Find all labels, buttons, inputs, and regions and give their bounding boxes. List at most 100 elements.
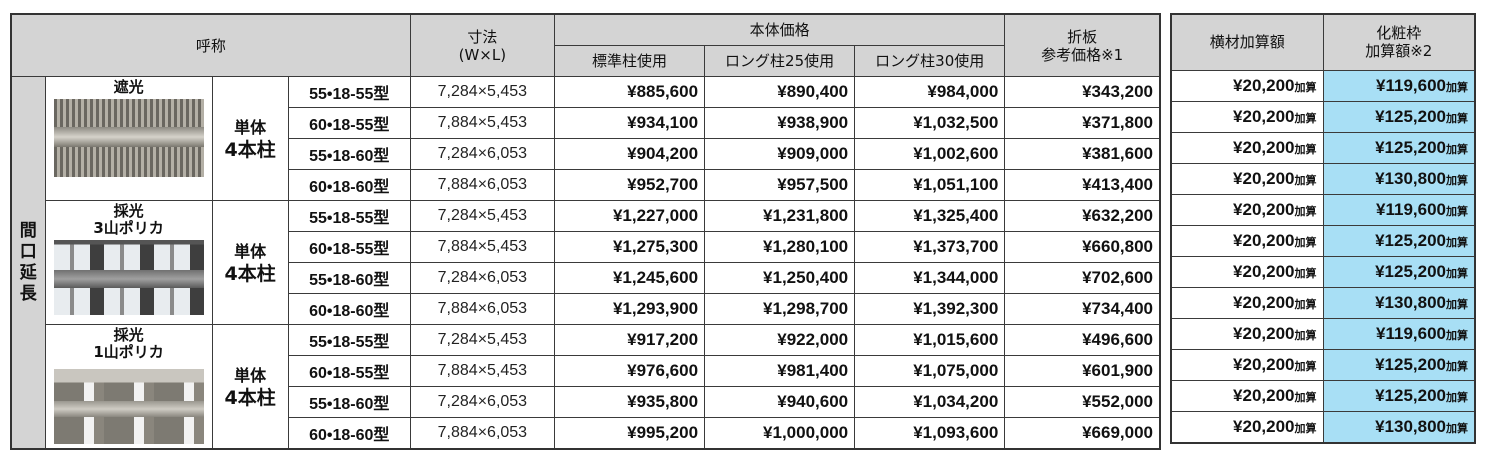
long25-price-cell: ¥1,298,700 bbox=[704, 293, 856, 325]
std-price-cell: ¥935,800 bbox=[553, 386, 706, 418]
model-cell: 55•18-60型 bbox=[287, 138, 411, 170]
kesho-cell: ¥130,800加算 bbox=[1322, 286, 1476, 319]
size-cell: 7,284×5,453 bbox=[409, 76, 555, 108]
model-cell: 55•18-60型 bbox=[287, 262, 411, 294]
product-name-cell: 採光 3山ポリカ bbox=[44, 200, 213, 325]
kesho-value: ¥125,200 bbox=[1375, 354, 1446, 374]
kesho-cell: ¥125,200加算 bbox=[1322, 100, 1476, 133]
type-line2: 4本柱 bbox=[224, 262, 276, 285]
orita-price-cell: ¥632,200 bbox=[1004, 200, 1161, 232]
orita-price-cell: ¥552,000 bbox=[1004, 386, 1161, 418]
kesho-value: ¥125,200 bbox=[1375, 230, 1446, 250]
type-line1: 単体 bbox=[234, 117, 267, 137]
long25-price-cell: ¥1,280,100 bbox=[704, 231, 856, 263]
side-label: 間口延長 bbox=[10, 76, 46, 450]
table-row: 間口延長 遮光 単体 4本柱 55•18-55型 7,284×5,453 ¥885,600 ¥… bbox=[10, 76, 1161, 450]
addon-row: ¥20,200加算 ¥130,800加算 bbox=[1170, 286, 1476, 319]
yokozai-value: ¥20,200 bbox=[1233, 137, 1295, 157]
kesho-value: ¥119,600 bbox=[1376, 75, 1446, 95]
orita-price-cell: ¥371,800 bbox=[1004, 107, 1161, 139]
add-suffix: 加算 bbox=[1446, 329, 1468, 342]
size-cell: 7,884×6,053 bbox=[409, 169, 555, 201]
long30-price-cell: ¥1,093,600 bbox=[854, 417, 1006, 450]
add-suffix: 加算 bbox=[1294, 298, 1317, 311]
yokozai-value: ¥20,200 bbox=[1233, 106, 1295, 126]
yokozai-value: ¥20,200 bbox=[1233, 75, 1295, 95]
table-row: 60•18-55型 7,884×5,453 ¥1,275,300 ¥1,280,100… bbox=[11, 231, 1161, 263]
table-row: 60•18-60型 7,884×6,053 ¥995,200 ¥1,000,000 ¥1… bbox=[11, 417, 1161, 450]
yokozai-cell: ¥20,200加算 bbox=[1170, 100, 1324, 133]
table-row: 55•18-60型 7,284×6,053 ¥904,200 ¥909,000 ¥1,0… bbox=[11, 138, 1161, 170]
table-row: 採光 1山ポリカ 単体 4本柱 55•18-55型 7,284×5,453 ¥917,200… bbox=[11, 324, 1161, 450]
kesho-value: ¥125,200 bbox=[1375, 385, 1446, 405]
std-price-cell: ¥1,227,000 bbox=[553, 200, 706, 232]
yokozai-cell: ¥20,200加算 bbox=[1170, 317, 1324, 350]
add-suffix: 加算 bbox=[1446, 298, 1468, 311]
yokozai-value: ¥20,200 bbox=[1233, 323, 1295, 343]
yokozai-value: ¥20,200 bbox=[1233, 230, 1295, 250]
add-suffix: 加算 bbox=[1294, 360, 1317, 373]
type-cell: 単体 4本柱 bbox=[211, 200, 289, 325]
long25-price-cell: ¥1,000,000 bbox=[704, 417, 856, 450]
header-std-post: 標準柱使用 bbox=[553, 45, 706, 77]
addon-row: ¥20,200加算 ¥125,200加算 bbox=[1170, 348, 1476, 381]
product-name-cell: 採光 1山ポリカ bbox=[44, 324, 213, 450]
long25-price-cell: ¥890,400 bbox=[704, 76, 856, 108]
long30-price-cell: ¥1,002,600 bbox=[854, 138, 1006, 170]
model-cell: 60•18-60型 bbox=[287, 169, 411, 201]
std-price-cell: ¥917,200 bbox=[553, 324, 706, 356]
header-orita-line2: 参考価格※1 bbox=[1041, 45, 1124, 64]
add-suffix: 加算 bbox=[1294, 174, 1317, 187]
header-size: 寸法 (W×L) bbox=[409, 13, 555, 77]
long25-price-cell: ¥922,000 bbox=[704, 324, 856, 356]
long25-price-cell: ¥1,250,400 bbox=[704, 262, 856, 294]
long30-price-cell: ¥1,344,000 bbox=[854, 262, 1006, 294]
table-row: 55•18-60型 7,284×6,053 ¥1,245,600 ¥1,250,400… bbox=[11, 262, 1161, 294]
yokozai-cell: ¥20,200加算 bbox=[1170, 348, 1324, 381]
type-line2: 4本柱 bbox=[224, 386, 276, 409]
kesho-cell: ¥119,600加算 bbox=[1322, 69, 1476, 102]
long30-price-cell: ¥1,373,700 bbox=[854, 231, 1006, 263]
addon-row: ¥20,200加算 ¥130,800加算 bbox=[1170, 162, 1476, 195]
model-cell: 55•18-55型 bbox=[287, 200, 411, 232]
addon-row: ¥20,200加算 ¥119,600加算 bbox=[1170, 193, 1476, 226]
shading-roof-photo bbox=[53, 99, 204, 177]
kesho-value: ¥119,600 bbox=[1376, 199, 1446, 219]
add-suffix: 加算 bbox=[1446, 360, 1468, 373]
header-size-line1: 寸法 bbox=[467, 27, 498, 46]
long25-price-cell: ¥940,600 bbox=[704, 386, 856, 418]
std-price-cell: ¥934,100 bbox=[553, 107, 706, 139]
size-cell: 7,284×5,453 bbox=[409, 324, 555, 356]
kesho-value: ¥130,800 bbox=[1375, 168, 1446, 188]
kesho-cell: ¥130,800加算 bbox=[1322, 162, 1476, 195]
yokozai-value: ¥20,200 bbox=[1233, 354, 1295, 374]
size-cell: 7,884×6,053 bbox=[409, 417, 555, 450]
long25-price-cell: ¥909,000 bbox=[704, 138, 856, 170]
addon-row: ¥20,200加算 ¥130,800加算 bbox=[1170, 410, 1476, 443]
orita-price-cell: ¥343,200 bbox=[1004, 76, 1161, 108]
add-suffix: 加算 bbox=[1446, 205, 1468, 218]
model-cell: 60•18-60型 bbox=[287, 417, 411, 450]
kesho-cell: ¥125,200加算 bbox=[1322, 224, 1476, 257]
long30-price-cell: ¥984,000 bbox=[854, 76, 1006, 108]
long25-price-cell: ¥938,900 bbox=[704, 107, 856, 139]
addon-row: ¥20,200加算 ¥119,600加算 bbox=[1170, 317, 1476, 350]
std-price-cell: ¥885,600 bbox=[553, 76, 706, 108]
table-row: 60•18-55型 7,884×5,453 ¥976,600 ¥981,400 ¥1,0… bbox=[11, 355, 1161, 387]
kesho-value: ¥125,200 bbox=[1375, 137, 1446, 157]
kesho-value: ¥130,800 bbox=[1375, 292, 1446, 312]
kesho-cell: ¥130,800加算 bbox=[1322, 410, 1476, 443]
daylight-3-ridge-polycarbonate-photo bbox=[53, 240, 204, 315]
add-suffix: 加算 bbox=[1294, 329, 1317, 342]
long25-price-cell: ¥957,500 bbox=[704, 169, 856, 201]
addon-row: ¥20,200加算 ¥125,200加算 bbox=[1170, 131, 1476, 164]
std-price-cell: ¥952,700 bbox=[553, 169, 706, 201]
size-cell: 7,284×6,053 bbox=[409, 262, 555, 294]
type-cell: 単体 4本柱 bbox=[211, 76, 289, 201]
product-name: 採光 bbox=[113, 202, 144, 220]
product-subname: 1山ポリカ bbox=[93, 343, 164, 361]
add-suffix: 加算 bbox=[1446, 267, 1468, 280]
size-cell: 7,884×5,453 bbox=[409, 355, 555, 387]
add-suffix: 加算 bbox=[1446, 174, 1468, 187]
orita-price-cell: ¥669,000 bbox=[1004, 417, 1161, 450]
